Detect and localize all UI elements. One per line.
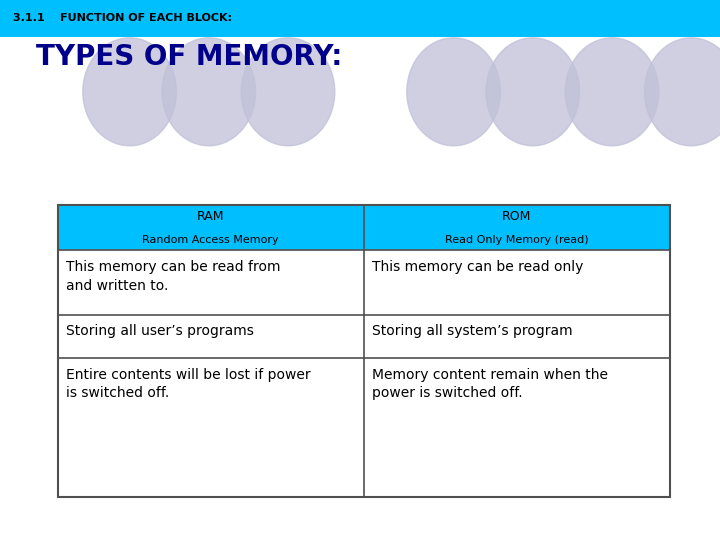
Text: TYPES OF MEMORY:: TYPES OF MEMORY:	[36, 43, 343, 71]
Text: Read Only Memory (read): Read Only Memory (read)	[445, 235, 588, 245]
Text: This memory can be read from
and written to.: This memory can be read from and written…	[66, 260, 281, 293]
Ellipse shape	[565, 38, 659, 146]
Ellipse shape	[83, 38, 176, 146]
Bar	[0, 0, 720, 37]
Bar	[58, 205, 670, 497]
Ellipse shape	[644, 38, 720, 146]
Ellipse shape	[407, 38, 500, 146]
Text: RAM: RAM	[197, 211, 225, 224]
Text: Storing all system’s program: Storing all system’s program	[372, 324, 573, 338]
Ellipse shape	[241, 38, 335, 146]
Ellipse shape	[162, 38, 256, 146]
Text: Random Access Memory: Random Access Memory	[143, 235, 279, 245]
Text: Entire contents will be lost if power
is switched off.: Entire contents will be lost if power is…	[66, 368, 311, 401]
Text: This memory can be read only: This memory can be read only	[372, 260, 584, 274]
Text: 3.1.1    FUNCTION OF EACH BLOCK:: 3.1.1 FUNCTION OF EACH BLOCK:	[13, 14, 232, 23]
Text: Memory content remain when the
power is switched off.: Memory content remain when the power is …	[372, 368, 608, 401]
Text: Storing all user’s programs: Storing all user’s programs	[66, 324, 254, 338]
Bar	[58, 205, 670, 251]
Ellipse shape	[486, 38, 580, 146]
Text: ROM: ROM	[502, 211, 531, 224]
